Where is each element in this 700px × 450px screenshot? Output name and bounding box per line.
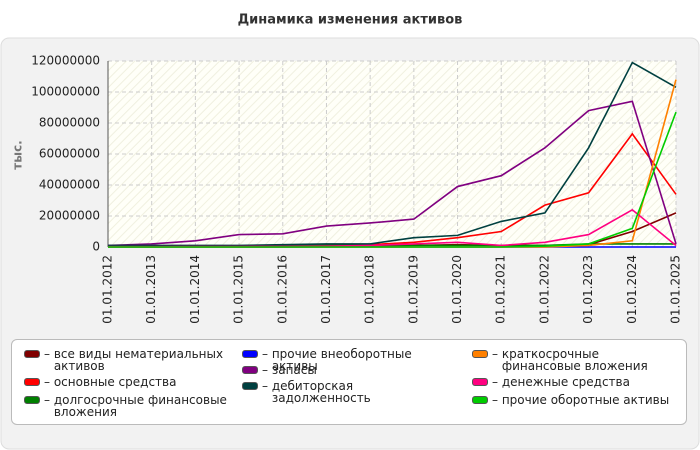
x-tick-label: 01.01.2017 — [319, 255, 333, 324]
legend-label: краткосрочные финансовые вложения — [501, 347, 648, 373]
y-tick-label: 0 — [92, 240, 100, 254]
legend-dash: – — [262, 379, 272, 393]
y-tick-label: 60000000 — [39, 147, 100, 161]
x-tick-label: 01.01.2023 — [581, 255, 595, 324]
legend-item: – краткосрочные финансовые вложения — [472, 348, 677, 372]
x-tick-label: 01.01.2025 — [669, 255, 683, 324]
y-tick-label: 80000000 — [39, 116, 100, 130]
y-tick-label: 40000000 — [39, 178, 100, 192]
y-tick-label: 20000000 — [39, 209, 100, 223]
legend-item: – запасы — [242, 364, 447, 376]
legend-dash: – — [262, 363, 272, 377]
legend: – все виды нематериальных активов – основ… — [11, 339, 687, 425]
legend-item: – основные средства — [24, 376, 229, 388]
legend-swatch — [472, 378, 488, 386]
legend-swatch — [242, 350, 258, 358]
legend-dash: – — [44, 393, 54, 407]
legend-swatch — [472, 396, 488, 404]
legend-swatch — [24, 350, 40, 358]
legend-swatch — [24, 378, 40, 386]
legend-item: – прочие внеоборотные активы — [242, 348, 447, 372]
x-tick-label: 01.01.2013 — [144, 255, 158, 324]
legend-label: прочие оборотные активы — [501, 393, 670, 407]
legend-dash: – — [262, 347, 272, 361]
legend-label: денежные средства — [501, 375, 630, 389]
legend-dash: – — [492, 375, 502, 389]
legend-dash: – — [44, 347, 54, 361]
legend-label: запасы — [271, 363, 317, 377]
x-tick-label: 01.01.2015 — [232, 255, 246, 324]
x-tick-label: 01.01.2019 — [406, 255, 420, 324]
chart-title: Динамика изменения активов — [238, 13, 463, 28]
x-tick-label: 01.01.2022 — [537, 255, 551, 324]
legend-swatch — [242, 382, 258, 390]
legend-dash: – — [44, 375, 54, 389]
x-tick-label: 01.01.2021 — [494, 255, 508, 324]
x-tick-label: 01.01.2024 — [625, 255, 639, 324]
legend-swatch — [242, 366, 258, 374]
series-line — [108, 111, 677, 248]
legend-dash: – — [492, 347, 502, 361]
legend-item: – прочие оборотные активы — [472, 394, 677, 406]
legend-item: – долгосрочные финансовые вложения — [24, 394, 229, 418]
series-line — [107, 100, 677, 247]
legend-swatch — [472, 350, 488, 358]
legend-label: прочие внеоборотные активы — [271, 347, 412, 373]
legend-label: основные средства — [53, 375, 177, 389]
y-tick-label: 100000000 — [31, 85, 100, 99]
x-tick-label: 01.01.2020 — [450, 255, 464, 324]
x-tick-label: 01.01.2018 — [363, 255, 377, 324]
x-tick-label: 01.01.2016 — [275, 255, 289, 324]
legend-label: все виды нематериальных активов — [53, 347, 224, 373]
series-line — [108, 61, 677, 247]
x-tick-label: 01.01.2014 — [188, 255, 202, 324]
legend-label: долгосрочные финансовые вложения — [53, 393, 227, 419]
legend-item: – денежные средства — [472, 376, 677, 388]
legend-dash: – — [492, 393, 502, 407]
legend-swatch — [24, 396, 40, 404]
y-axis-label: тыс. — [11, 140, 25, 169]
legend-label: дебиторская задолженность — [271, 379, 371, 405]
y-tick-label: 120000000 — [31, 54, 100, 68]
legend-item: – все виды нематериальных активов — [24, 348, 229, 372]
x-tick-label: 01.01.2012 — [101, 255, 115, 324]
legend-item: – дебиторская задолженность — [242, 380, 447, 404]
